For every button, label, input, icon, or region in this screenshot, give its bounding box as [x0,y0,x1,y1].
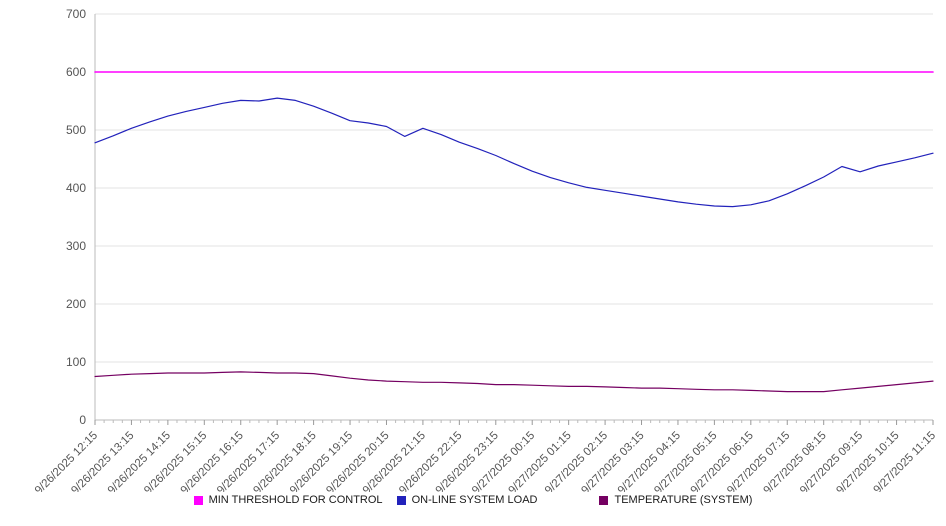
legend-label: MIN THRESHOLD FOR CONTROL [208,494,383,506]
x-axis-label: 9/27/2025 11:15 [871,430,938,492]
y-axis-label: 700 [66,7,86,21]
y-axis-label: 100 [66,355,86,369]
legend-swatch-blue [396,495,406,505]
legend-item-on-line-system-load[interactable]: ON-LINE SYSTEM LOAD [396,494,538,506]
series-on-line-system-load [94,97,934,208]
legend-label: TEMPERATURE (SYSTEM) [614,494,753,506]
legend-swatch-magenta [193,495,203,505]
chart-legend: MIN THRESHOLD FOR CONTROL ON-LINE SYSTEM… [0,494,946,506]
y-axis-label: 200 [66,297,86,311]
series-temperature-system- [94,371,934,393]
legend-item-min-threshold-for-control[interactable]: MIN THRESHOLD FOR CONTROL [193,494,383,506]
y-axis-label: 400 [66,181,86,195]
legend-label: ON-LINE SYSTEM LOAD [411,494,538,506]
legend-item-temperature-system[interactable]: TEMPERATURE (SYSTEM) [599,494,752,506]
y-axis-label: 300 [66,239,86,253]
legend-swatch-purple [599,495,609,505]
y-axis-label: 600 [66,65,86,79]
y-axis-label: 500 [66,123,86,137]
y-axis-label: 0 [79,413,86,427]
